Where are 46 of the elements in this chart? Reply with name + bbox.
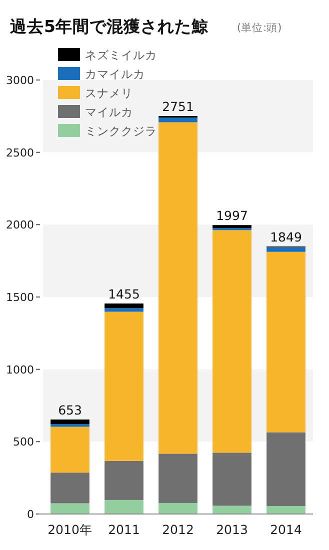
bar — [266, 506, 306, 514]
y-tick-label: 3000 — [6, 74, 34, 87]
bar — [266, 432, 306, 506]
bar — [158, 503, 198, 514]
total-label: 653 — [58, 402, 82, 418]
legend-label: ミンククジラ — [85, 124, 157, 138]
y-tick-label: 2000 — [6, 218, 34, 232]
bar — [50, 503, 90, 514]
x-tick-label: 2013 — [216, 522, 248, 537]
bar — [104, 460, 144, 500]
legend-label: ネズミイルカ — [85, 48, 157, 62]
x-tick-label: 2014 — [270, 522, 302, 537]
bar — [104, 304, 144, 308]
bar — [104, 500, 144, 514]
total-label: 2751 — [162, 99, 194, 114]
bar — [212, 225, 252, 228]
y-tick-label: 0 — [27, 508, 34, 521]
legend-label: スナメリ — [85, 86, 133, 100]
x-tick-label: 2010年 — [48, 522, 92, 537]
bar — [50, 424, 90, 427]
y-tick-label: 1000 — [6, 363, 34, 376]
bar — [104, 312, 144, 461]
bar — [104, 308, 144, 312]
total-label: 1455 — [108, 286, 140, 302]
bar — [50, 420, 90, 424]
text: (単位:頭) — [237, 22, 282, 34]
total-label: 1849 — [270, 230, 302, 245]
legend-label: マイルカ — [85, 105, 133, 119]
bar — [158, 454, 198, 504]
x-tick-label: 2011 — [108, 522, 140, 537]
y-tick-label: 500 — [13, 436, 34, 449]
bar — [266, 252, 306, 432]
total-label: 1997 — [216, 208, 248, 224]
chart-title: 過去5年間で混獲された鯨 — [10, 17, 208, 36]
bar — [212, 230, 252, 453]
bar — [158, 118, 198, 122]
x-tick-label: 2012 — [162, 522, 194, 537]
bar — [212, 452, 252, 506]
y-tick-label: 2500 — [6, 146, 34, 160]
bar — [212, 506, 252, 514]
y-tick-label: 1500 — [6, 291, 34, 304]
bar — [50, 426, 90, 473]
bar — [50, 472, 90, 504]
bar — [158, 122, 198, 454]
legend-label: カマイルカ — [85, 67, 145, 81]
bar — [266, 247, 306, 252]
